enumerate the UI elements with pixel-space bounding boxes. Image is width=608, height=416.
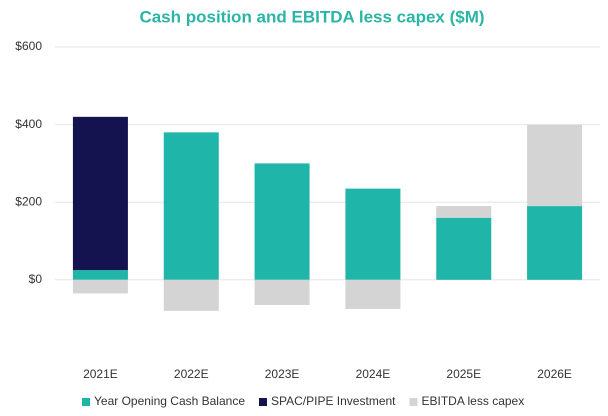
bar-segment <box>527 124 583 207</box>
bar-segment <box>254 279 310 306</box>
x-tick-label: 2022E <box>174 367 209 381</box>
chart-title: Cash position and EBITDA less capex ($M) <box>139 7 484 26</box>
x-tick-label: 2025E <box>446 367 481 381</box>
x-tick-label: 2021E <box>83 367 118 381</box>
bar-segment <box>163 279 219 311</box>
bar-segment <box>436 206 492 218</box>
bar-segment <box>527 206 583 280</box>
bar-segment <box>345 188 401 280</box>
y-tick-label: $200 <box>15 194 42 208</box>
x-tick-label: 2023E <box>265 367 300 381</box>
bar-segment <box>254 163 310 280</box>
y-tick-label: $400 <box>15 117 42 131</box>
legend-label: Year Opening Cash Balance <box>94 394 245 408</box>
y-tick-label: $600 <box>15 39 42 53</box>
bar-segment <box>72 279 128 294</box>
x-tick-label: 2026E <box>537 367 572 381</box>
bar-segment <box>72 116 128 271</box>
legend-label: SPAC/PIPE Investment <box>271 394 396 408</box>
legend-swatch <box>82 398 90 406</box>
legend-swatch <box>409 398 418 406</box>
bar-segment <box>345 279 401 309</box>
y-tick-label: $0 <box>29 272 43 286</box>
x-tick-label: 2024E <box>356 367 391 381</box>
bar-segment <box>163 132 219 280</box>
legend-swatch <box>259 398 267 406</box>
bar-segment <box>436 217 492 280</box>
legend-label: EBITDA less capex <box>422 394 525 408</box>
bar-segment <box>72 270 128 280</box>
